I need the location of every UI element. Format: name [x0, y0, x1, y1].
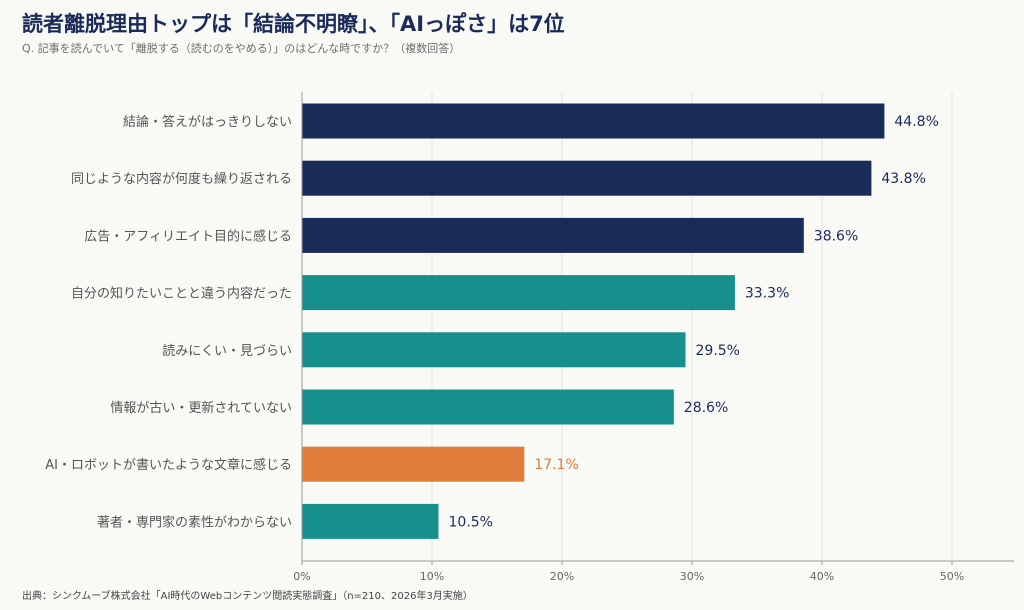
bar — [302, 103, 885, 139]
value-label: 17.1% — [534, 457, 578, 473]
x-tick-label: 50% — [940, 570, 964, 583]
chart-title: 読者離脱理由トップは「結論不明瞭」、「AIっぽさ」は7位 — [22, 12, 565, 36]
value-label: 29.5% — [696, 343, 740, 359]
x-tick-label: 30% — [680, 570, 704, 583]
chart-subtitle: Q. 記事を読んでいて「離脱する（読むのをやめる）」のはどんな時ですか？（複数回… — [22, 42, 461, 55]
value-label: 10.5% — [449, 514, 493, 530]
bar — [302, 389, 674, 425]
source-note: 出典：シンクムーブ株式会社「AI時代のWebコンテンツ閲読実態調査」（n=210… — [22, 591, 473, 602]
category-label: 結論・答えがはっきりしない — [123, 114, 292, 130]
bar — [302, 217, 804, 253]
x-tick-label: 0% — [293, 570, 310, 583]
value-label: 44.8% — [894, 114, 938, 130]
category-label: 情報が古い・更新されていない — [110, 400, 292, 416]
x-tick-label: 10% — [420, 570, 444, 583]
bar — [302, 332, 686, 368]
value-label: 38.6% — [814, 228, 858, 244]
x-tick-label: 40% — [810, 570, 834, 583]
category-label: AI・ロボットが書いたような文章に感じる — [45, 457, 292, 473]
value-label: 33.3% — [745, 286, 789, 302]
category-label: 著者・専門家の素性がわからない — [97, 514, 292, 530]
x-tick-label: 20% — [550, 570, 574, 583]
category-label: 同じような内容が何度も繰り返される — [71, 171, 292, 187]
category-label: 読みにくい・見づらい — [162, 343, 292, 359]
bar — [302, 446, 525, 482]
category-label: 広告・アフィリエイト目的に感じる — [84, 228, 292, 244]
category-label: 自分の知りたいことと違う内容だった — [71, 286, 292, 302]
bar — [302, 275, 735, 311]
value-label: 43.8% — [881, 171, 925, 187]
bar — [302, 160, 872, 196]
bar — [302, 503, 439, 539]
value-label: 28.6% — [684, 400, 728, 416]
